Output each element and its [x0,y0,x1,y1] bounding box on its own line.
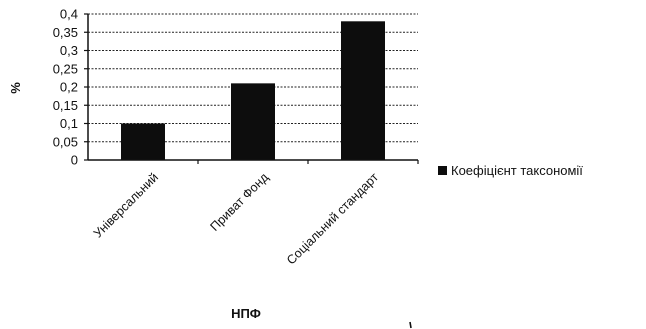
y-tick-label: 0,2 [60,80,78,95]
stray-mark [409,321,412,329]
x-category-label: Приват Фонд [208,170,272,234]
y-tick-label: 0,15 [53,98,78,113]
y-tick-label: 0,05 [53,134,78,149]
y-tick-labels: 0 0,05 0,1 0,15 0,2 0,25 0,3 0,35 0,4 [53,7,88,168]
legend: Коефіцієнт таксономії [438,163,583,178]
y-tick-label: 0,1 [60,116,78,131]
bar [231,83,275,160]
x-category-label: Універсальний [91,170,161,240]
x-category-labels: Універсальний Приват Фонд Соціальний станд… [91,160,419,267]
x-category-label: Соціальний стандарт [284,170,381,267]
legend-label: Коефіцієнт таксономії [451,163,583,178]
y-tick-label: 0,35 [53,25,78,40]
x-axis-title: НПФ [231,306,261,321]
y-tick-label: 0 [71,153,78,168]
y-tick-label: 0,4 [60,7,78,22]
y-tick-label: 0,3 [60,43,78,58]
bar [341,21,385,160]
y-axis-title: % [8,82,23,94]
bar [121,123,165,160]
bars [121,21,385,160]
legend-swatch [438,166,447,175]
y-tick-label: 0,25 [53,61,78,76]
